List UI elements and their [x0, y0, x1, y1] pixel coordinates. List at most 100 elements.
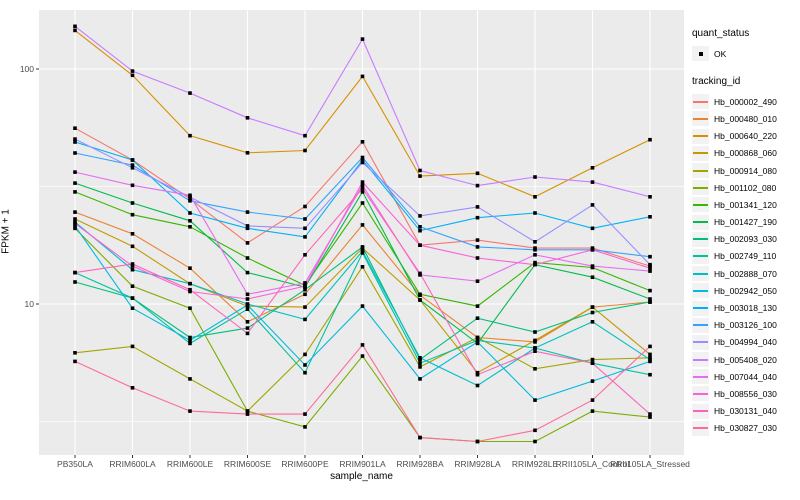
data-point	[590, 264, 595, 268]
data-point	[130, 262, 135, 266]
legend-item-label: Hb_002749_110	[714, 251, 777, 262]
point-marker-icon	[698, 51, 703, 56]
legend-item-Hb_001102_080: Hb_001102_080	[692, 179, 800, 196]
data-point	[475, 171, 480, 176]
legend-item-label: Hb_001341_120	[714, 199, 777, 210]
data-point	[360, 190, 365, 194]
legend-tracking-id-section: tracking_id Hb_000002_490 Hb_000480_010 Hb…	[692, 76, 800, 437]
data-point	[533, 240, 537, 244]
data-point	[648, 415, 652, 419]
series-color-swatch	[693, 324, 708, 327]
data-point	[475, 316, 480, 320]
data-point	[188, 281, 192, 286]
data-point	[245, 320, 250, 324]
data-point	[475, 335, 480, 340]
legend-item-label: Hb_003018_130	[714, 303, 777, 314]
data-point	[73, 224, 77, 228]
legend-key-box	[692, 300, 709, 316]
data-point	[303, 226, 307, 231]
data-point	[188, 211, 192, 215]
data-point	[648, 344, 652, 349]
data-point	[475, 183, 480, 188]
legend-key-box	[692, 128, 709, 144]
data-point	[475, 205, 480, 209]
data-point	[360, 74, 365, 79]
data-point	[188, 335, 192, 340]
data-point	[590, 305, 595, 309]
legend-item-label: Hb_030827_030	[714, 423, 777, 434]
data-point	[303, 412, 307, 416]
series-color-swatch	[693, 221, 708, 224]
data-point	[130, 163, 135, 167]
data-point	[73, 190, 77, 194]
series-color-swatch	[693, 186, 708, 189]
data-point	[73, 217, 77, 221]
data-point	[73, 210, 77, 214]
data-point	[130, 344, 135, 349]
data-point	[303, 370, 307, 375]
legend-item-Hb_030827_030: Hb_030827_030	[692, 420, 800, 437]
data-point	[245, 326, 250, 330]
data-point	[533, 428, 537, 433]
data-point	[533, 253, 537, 257]
data-point	[245, 224, 250, 228]
data-point	[648, 195, 652, 199]
legend-key-box	[692, 231, 709, 247]
data-point	[648, 266, 652, 270]
data-point	[590, 166, 595, 170]
data-point	[418, 225, 422, 229]
legend-key-box	[692, 145, 709, 161]
data-point	[533, 211, 537, 215]
series-color-swatch	[693, 135, 708, 138]
data-point	[475, 340, 480, 344]
data-point	[130, 69, 135, 73]
data-point	[73, 140, 77, 144]
data-point	[73, 151, 77, 155]
data-point	[418, 356, 422, 360]
legend-item-Hb_001341_120: Hb_001341_120	[692, 196, 800, 213]
data-point	[303, 204, 307, 209]
data-point	[73, 270, 77, 275]
data-point	[130, 296, 135, 300]
data-point	[360, 265, 365, 269]
data-point	[533, 330, 537, 334]
legend-key-box	[692, 248, 709, 264]
legend-key-box	[692, 420, 709, 436]
legend-key-box	[692, 46, 709, 62]
data-point	[130, 158, 135, 162]
data-point	[360, 201, 365, 205]
data-point	[188, 341, 192, 346]
legend: quant_status OK tracking_id Hb_000002_49…	[692, 28, 800, 437]
legend-item-Hb_003126_100: Hb_003126_100	[692, 317, 800, 334]
data-point	[188, 338, 192, 343]
x-tick-label: RRIM928BA	[396, 459, 444, 469]
data-point	[245, 241, 250, 245]
data-point	[303, 148, 307, 153]
x-tick-label: RRIM600PE	[281, 459, 329, 469]
series-color-swatch	[693, 392, 708, 395]
legend-key-box	[692, 334, 709, 350]
data-point	[245, 412, 250, 416]
y-axis-title: FPKM + 1	[0, 209, 12, 254]
data-point	[73, 351, 77, 355]
data-point	[245, 210, 250, 214]
data-point	[303, 217, 307, 221]
legend-key-box	[692, 94, 709, 110]
data-point	[188, 287, 192, 292]
x-tick-label: PB350LA	[57, 459, 93, 469]
legend-key-box	[692, 111, 709, 127]
data-point	[245, 256, 250, 260]
data-point	[475, 304, 480, 308]
data-point	[188, 91, 192, 95]
data-point	[590, 180, 595, 184]
y-tick-label: 100	[20, 64, 34, 74]
legend-item-label: Hb_000002_490	[714, 96, 777, 107]
data-point	[360, 304, 365, 308]
data-point	[590, 203, 595, 207]
data-point	[533, 398, 537, 402]
legend-key-box	[692, 266, 709, 282]
legend-item-Hb_003018_130: Hb_003018_130	[692, 299, 800, 316]
data-point	[188, 377, 192, 381]
data-point	[648, 262, 652, 267]
